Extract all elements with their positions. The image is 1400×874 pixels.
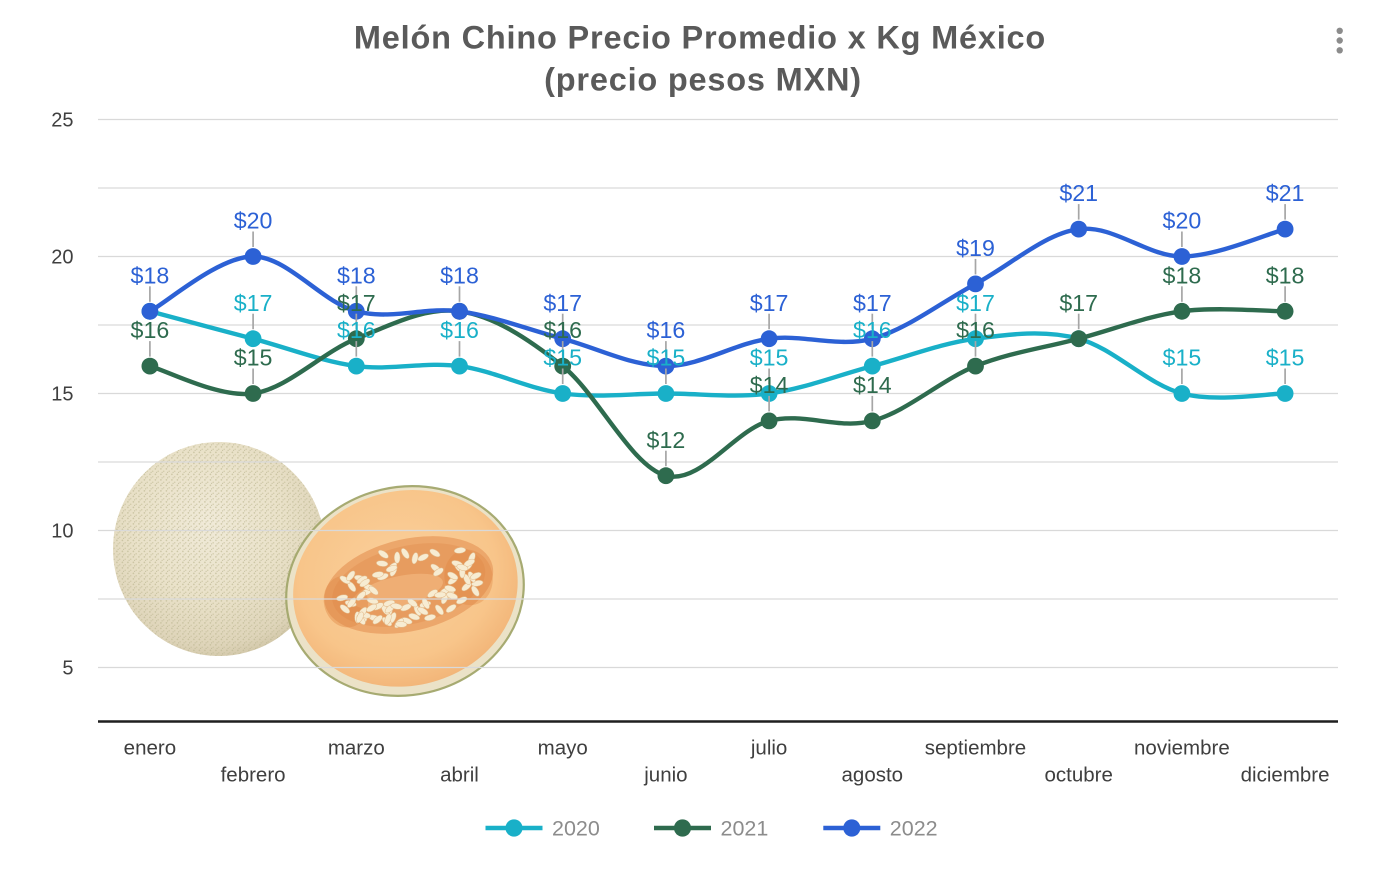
svg-text:$16: $16 — [956, 317, 995, 343]
svg-text:$18: $18 — [131, 262, 170, 288]
svg-text:$17: $17 — [337, 290, 376, 316]
svg-text:febrero: febrero — [221, 764, 286, 787]
svg-text:$15: $15 — [647, 345, 686, 371]
svg-text:$16: $16 — [440, 317, 479, 343]
svg-text:$15: $15 — [234, 345, 273, 371]
svg-text:$12: $12 — [647, 427, 686, 453]
svg-text:$21: $21 — [1266, 180, 1305, 206]
svg-text:$14: $14 — [750, 372, 789, 398]
svg-text:agosto: agosto — [842, 764, 904, 787]
svg-text:marzo: marzo — [328, 736, 385, 759]
svg-text:$14: $14 — [853, 372, 892, 398]
svg-text:$16: $16 — [131, 317, 170, 343]
svg-text:diciembre: diciembre — [1241, 764, 1330, 787]
svg-text:$20: $20 — [1163, 208, 1202, 234]
svg-text:10: 10 — [51, 520, 73, 542]
svg-text:$18: $18 — [337, 262, 376, 288]
svg-text:$18: $18 — [440, 262, 479, 288]
svg-text:25: 25 — [51, 109, 73, 131]
svg-text:octubre: octubre — [1045, 764, 1113, 787]
svg-text:$17: $17 — [543, 290, 582, 316]
svg-text:$16: $16 — [543, 317, 582, 343]
svg-text:$15: $15 — [750, 345, 789, 371]
svg-text:$16: $16 — [647, 317, 686, 343]
svg-text:(precio pesos MXN): (precio pesos MXN) — [544, 62, 862, 98]
svg-text:2020: 2020 — [552, 816, 600, 840]
svg-text:$15: $15 — [543, 345, 582, 371]
svg-text:$16: $16 — [853, 317, 892, 343]
svg-text:$15: $15 — [1266, 345, 1305, 371]
svg-text:$16: $16 — [337, 317, 376, 343]
svg-text:$20: $20 — [234, 208, 273, 234]
svg-text:$18: $18 — [1163, 262, 1202, 288]
svg-text:$15: $15 — [1163, 345, 1202, 371]
svg-text:$19: $19 — [956, 235, 995, 261]
svg-text:$17: $17 — [234, 290, 273, 316]
svg-text:abril: abril — [440, 764, 479, 787]
svg-text:junio: junio — [643, 764, 687, 787]
svg-text:mayo: mayo — [538, 736, 588, 759]
svg-text:$17: $17 — [1059, 290, 1098, 316]
svg-text:enero: enero — [124, 736, 176, 759]
svg-text:$18: $18 — [1266, 262, 1305, 288]
svg-text:julio: julio — [750, 736, 787, 759]
svg-text:$17: $17 — [750, 290, 789, 316]
svg-text:$21: $21 — [1059, 180, 1098, 206]
svg-text:15: 15 — [51, 383, 73, 405]
svg-text:20: 20 — [51, 246, 73, 268]
svg-text:septiembre: septiembre — [925, 736, 1026, 759]
svg-text:2021: 2021 — [721, 816, 769, 840]
svg-text:5: 5 — [62, 657, 73, 679]
svg-text:$17: $17 — [853, 290, 892, 316]
svg-text:noviembre: noviembre — [1134, 736, 1230, 759]
svg-text:$17: $17 — [956, 290, 995, 316]
svg-text:2022: 2022 — [890, 816, 938, 840]
svg-text:Melón Chino Precio Promedio x: Melón Chino Precio Promedio x Kg México — [354, 20, 1046, 56]
